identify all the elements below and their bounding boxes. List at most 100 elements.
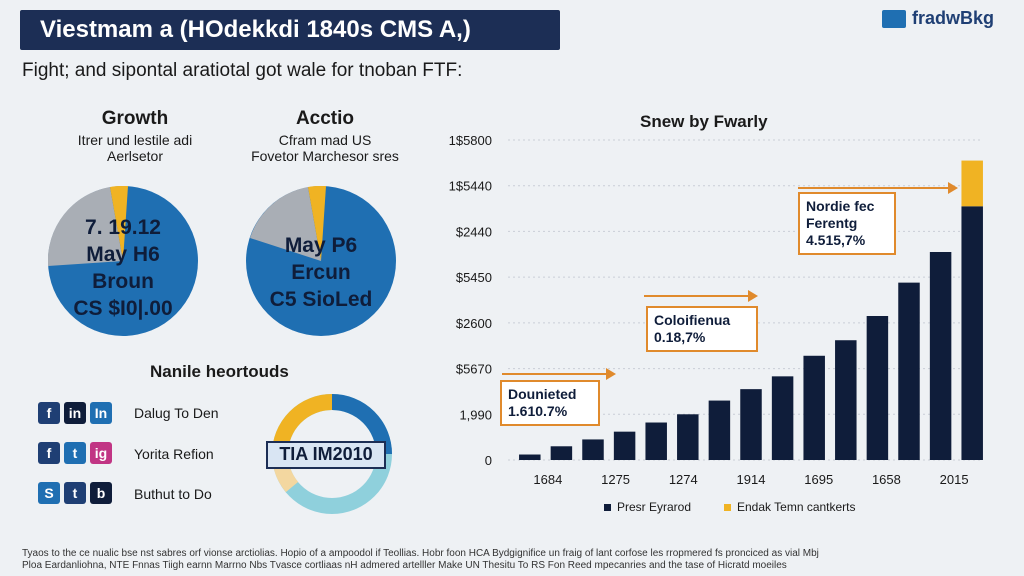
instagram-icon[interactable]: ig bbox=[90, 442, 112, 464]
pie-acctio-svg bbox=[246, 185, 396, 336]
bar bbox=[550, 446, 573, 460]
pie-growth-text: 7. 19.12 May H6 Broun CS $I0|.00 bbox=[48, 214, 198, 322]
footer-text: Tyaos to the ce nualic bse nst sabres or… bbox=[22, 548, 1012, 572]
annotation-1-line-2: 1.610.7% bbox=[508, 403, 568, 419]
pie-growth-line-3: Broun bbox=[92, 270, 154, 293]
linkedin-icon[interactable]: in bbox=[64, 402, 86, 424]
pie-acctio-slice-grey bbox=[250, 187, 321, 261]
panel-acctio-sub1: Cfram mad US bbox=[278, 132, 372, 148]
twitter-icon[interactable]: t bbox=[64, 482, 86, 504]
bar bbox=[613, 431, 636, 460]
bar-highlight bbox=[961, 160, 983, 207]
annotation-3-line-1: Nordie fec bbox=[806, 198, 875, 214]
chart-title: Snew by Fwarly bbox=[640, 112, 768, 131]
x-tick-label: 1658 bbox=[872, 472, 901, 487]
social-row-3: S t b bbox=[38, 482, 112, 504]
y-tick-label: $5670 bbox=[456, 362, 492, 377]
x-tick-label: 1274 bbox=[669, 472, 698, 487]
blog-icon[interactable]: b bbox=[90, 482, 112, 504]
annotation-arrows bbox=[502, 182, 958, 380]
bar bbox=[582, 439, 604, 460]
bar bbox=[645, 422, 667, 460]
bar bbox=[929, 252, 952, 460]
linkedin-alt-icon[interactable]: In bbox=[90, 402, 112, 424]
annotation-2: Coloifienua 0.18,7% bbox=[646, 306, 758, 352]
annotation-2-line-1: Coloifienua bbox=[654, 312, 731, 328]
social-label-2: Yorita Refion bbox=[134, 446, 214, 462]
social-label-1: Dalug To Den bbox=[134, 405, 219, 421]
panel-acctio-title: Acctio bbox=[295, 108, 355, 129]
annotation-1: Dounieted 1.610.7% bbox=[500, 380, 600, 426]
bar bbox=[740, 389, 762, 460]
bar bbox=[961, 206, 983, 460]
annotation-3-line-3: 4.515,7% bbox=[806, 232, 866, 248]
annotation-3: Nordie fec Ferentg 4.515,7% bbox=[798, 192, 896, 255]
pie-chart-acctio: May P6 Ercun C5 SioLed bbox=[246, 185, 396, 336]
y-tick-label: $2600 bbox=[456, 316, 492, 331]
legend-swatch-1 bbox=[604, 503, 611, 511]
bar bbox=[677, 414, 699, 460]
x-tick-label: 1684 bbox=[533, 472, 562, 487]
x-tick-label: 2015 bbox=[940, 472, 969, 487]
pie-growth-line-4: CS $I0|.00 bbox=[73, 297, 173, 320]
pie-acctio-line-2: Ercun bbox=[291, 261, 351, 284]
subtitle: Fight; and sipontal aratiotal got wale f… bbox=[22, 60, 463, 81]
brand: fradwBkg bbox=[881, 8, 994, 29]
y-tick-label: 1$5440 bbox=[449, 179, 492, 194]
pie-growth-line-1: 7. 19.12 bbox=[85, 216, 161, 239]
ring-badge: TIA IM2010 bbox=[266, 441, 386, 469]
pie-acctio-text: May P6 Ercun C5 SioLed bbox=[246, 232, 396, 313]
chart-bars bbox=[519, 160, 983, 460]
social-label-3: Buthut to Do bbox=[134, 486, 212, 502]
arrow-head bbox=[948, 182, 958, 194]
bar bbox=[803, 355, 825, 460]
pie-growth-line-2: May H6 bbox=[86, 243, 160, 266]
legend-label-1: Presr Eyrarod bbox=[617, 500, 692, 514]
footer-line-2: Ploa Eardanliohna, NTE Fnnas Tiigh earnn… bbox=[22, 560, 787, 571]
bar bbox=[771, 376, 794, 460]
social-row-1: f in In bbox=[38, 402, 112, 424]
pie-growth-svg bbox=[47, 185, 198, 336]
bar bbox=[708, 400, 731, 460]
title-banner: Viestmam a (HOdekkdi 1840s CMS A,) bbox=[20, 10, 560, 50]
pie-growth-slice-grey bbox=[47, 187, 123, 266]
chart-x-ticks: 1684 1275 1274 1914 1695 1658 2015 bbox=[533, 472, 968, 487]
social-row-2: f t ig bbox=[38, 442, 112, 464]
y-tick-label: $5450 bbox=[456, 270, 492, 285]
facebook-icon[interactable]: f bbox=[38, 442, 60, 464]
annotation-3-line-2: Ferentg bbox=[806, 215, 858, 231]
annotation-2-line-2: 0.18,7% bbox=[654, 329, 706, 345]
pie-growth-slice-gold bbox=[110, 185, 128, 261]
bar bbox=[866, 316, 889, 460]
x-tick-label: 1275 bbox=[601, 472, 630, 487]
arrow-head bbox=[748, 290, 758, 302]
skype-icon[interactable]: S bbox=[38, 482, 60, 504]
legend-item-2: Endak Temn cantkerts bbox=[724, 500, 856, 514]
chart-y-ticks: 0 1,990 $5670 $2600 $5450 $2440 1$5440 1$5800 bbox=[449, 133, 492, 468]
bar-chart-svg: 0 1,990 $5670 $2600 $5450 $2440 1$5440 1$5800 1… bbox=[449, 133, 983, 487]
annotation-1-line-1: Dounieted bbox=[508, 386, 577, 402]
y-tick-label: 0 bbox=[485, 453, 492, 468]
bar bbox=[835, 340, 857, 460]
pie-acctio-slice-gold bbox=[308, 185, 326, 261]
y-tick-label: 1$5800 bbox=[449, 133, 492, 148]
facebook-icon[interactable]: f bbox=[38, 402, 60, 424]
bar bbox=[898, 282, 920, 460]
panel-growth-title: Growth bbox=[101, 108, 169, 129]
social-heading: Nanile heortouds bbox=[150, 362, 289, 381]
legend-item-1: Presr Eyrarod bbox=[604, 500, 691, 514]
bar-chart: 0 1,990 $5670 $2600 $5450 $2440 1$5440 1$5800 1… bbox=[430, 120, 990, 520]
panel-acctio-sub2: Fovetor Marchesor sres bbox=[251, 148, 399, 164]
legend-swatch-2 bbox=[724, 503, 731, 511]
panel-growth-sub2: Aerlsetor bbox=[106, 148, 164, 164]
pie-chart-growth: 7. 19.12 May H6 Broun CS $I0|.00 bbox=[47, 185, 198, 336]
x-tick-label: 1695 bbox=[804, 472, 833, 487]
panel-growth-sub1: Itrer und lestile adi bbox=[77, 132, 193, 148]
legend-label-2: Endak Temn cantkerts bbox=[737, 500, 856, 514]
x-tick-label: 1914 bbox=[737, 472, 766, 487]
arrow-head bbox=[606, 368, 616, 380]
pie-acctio-line-1: May P6 bbox=[284, 234, 358, 257]
twitter-icon[interactable]: t bbox=[64, 442, 86, 464]
brand-logo-icon bbox=[881, 9, 906, 28]
y-tick-label: $2440 bbox=[456, 224, 492, 239]
